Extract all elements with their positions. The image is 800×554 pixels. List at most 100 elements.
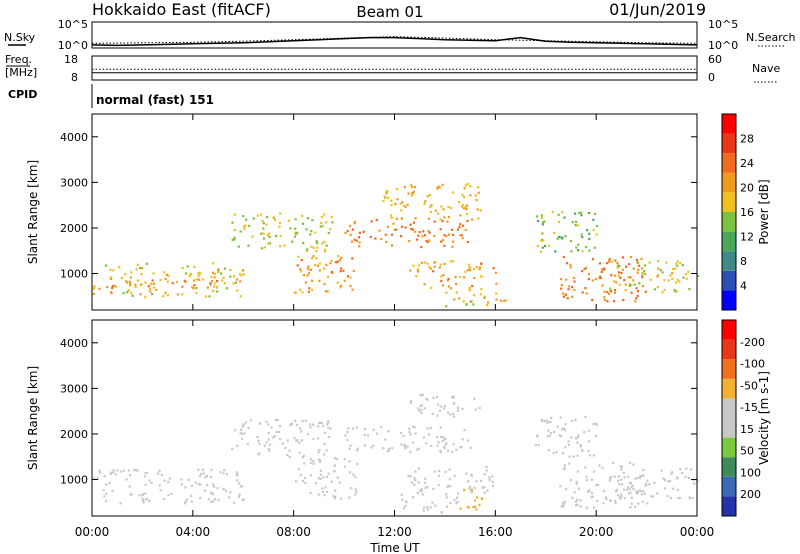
power-cell — [127, 289, 130, 292]
power-cell — [211, 271, 215, 274]
velocity-cell — [452, 415, 456, 418]
velocity-cell — [569, 479, 573, 482]
power-cell — [614, 259, 617, 262]
velocity-cell — [627, 486, 630, 489]
velocity-cell — [327, 421, 330, 424]
power-cell — [451, 245, 454, 248]
power-cell — [297, 255, 300, 258]
power-cell — [556, 237, 559, 240]
power-cell — [386, 196, 390, 200]
velocity-cell — [241, 432, 244, 435]
power-cell — [315, 257, 318, 260]
velocity-cell — [452, 412, 455, 416]
velocity-cell — [602, 489, 605, 492]
power-cell — [274, 218, 277, 222]
power-cell — [565, 262, 569, 265]
power-cell — [566, 297, 569, 300]
power-cell — [278, 225, 281, 228]
velocity-cell — [429, 506, 432, 509]
velocity-cell — [440, 511, 443, 514]
velocity-cell — [404, 447, 407, 450]
power-cell — [649, 278, 652, 281]
velocity-cell — [402, 434, 405, 437]
power-cell — [318, 269, 321, 272]
power-cell — [301, 222, 305, 225]
power-cell — [386, 225, 390, 228]
velocity-cell — [339, 497, 343, 500]
power-cell — [468, 286, 471, 289]
velocity-cell — [274, 419, 277, 422]
power-cell — [134, 283, 137, 286]
power-cell — [320, 215, 323, 219]
power-cell — [109, 276, 112, 279]
power-cell — [115, 285, 118, 288]
power-cell — [428, 193, 432, 197]
power-cell — [411, 228, 415, 231]
velocity-cell — [418, 489, 422, 492]
velocity-cell — [627, 492, 630, 495]
velocity-cell — [298, 441, 301, 444]
power-cell — [358, 241, 361, 244]
velocity-cell — [163, 498, 166, 501]
velocity-cell — [102, 488, 105, 492]
velocity-cell — [409, 475, 412, 478]
velocity-cell — [426, 398, 429, 401]
velocity-cell — [366, 434, 370, 437]
velocity-cell — [609, 499, 612, 502]
power-cell — [558, 235, 561, 238]
velocity-cell — [120, 470, 123, 473]
power-cell — [403, 186, 406, 189]
velocity-cell — [278, 430, 281, 433]
velocity-cell — [571, 419, 574, 423]
velocity-cell — [323, 431, 327, 434]
velocity-cell — [587, 429, 591, 432]
power-cell — [439, 218, 442, 221]
velocity-cell — [562, 501, 565, 504]
velocity-cell — [593, 470, 596, 473]
power-colorbar-tick: 16 — [740, 206, 754, 219]
velocity-cell — [312, 437, 315, 441]
power-cell — [144, 296, 147, 299]
velocity-cell — [143, 475, 146, 478]
velocity-cell — [628, 488, 631, 491]
power-cell — [380, 238, 383, 241]
velocity-cell — [453, 498, 456, 502]
velocity-cell — [239, 485, 242, 488]
velocity-cell — [420, 394, 423, 397]
velocity-cell — [486, 489, 489, 492]
power-cell — [636, 261, 639, 264]
velocity-cell — [461, 438, 464, 441]
power-cell — [400, 209, 403, 212]
velocity-cell — [609, 477, 612, 480]
velocity-cell — [225, 489, 228, 492]
power-cell — [316, 264, 319, 267]
velocity-cell — [116, 469, 119, 472]
velocity-cell — [470, 490, 474, 493]
power-cell — [564, 293, 567, 296]
power-cell — [585, 292, 588, 295]
power-cell — [567, 285, 570, 288]
power-cell — [671, 272, 674, 275]
velocity-cell — [349, 444, 352, 447]
velocity-cell — [466, 439, 469, 442]
power-cell — [392, 222, 395, 225]
velocity-cell — [238, 493, 241, 496]
power-cell — [147, 285, 150, 288]
velocity-cell — [301, 479, 305, 483]
power-cell — [606, 300, 609, 303]
velocity-cell — [170, 492, 173, 495]
power-panel: 1000 2000 3000 4000 Slant Range [km] 4 8 12 16… — [26, 113, 771, 311]
power-cell — [421, 235, 424, 238]
power-cell — [321, 225, 324, 228]
power-cell — [540, 214, 543, 217]
power-cell — [252, 217, 255, 220]
power-cell — [401, 201, 404, 204]
velocity-colorbar-swatch — [722, 378, 736, 399]
power-colorbar-swatch — [722, 251, 736, 271]
velocity-cell — [629, 482, 632, 485]
power-cell — [310, 230, 313, 233]
velocity-colorbar-swatch — [722, 476, 736, 497]
velocity-cell — [662, 477, 665, 480]
velocity-cell — [233, 429, 237, 432]
power-cell — [426, 262, 429, 265]
